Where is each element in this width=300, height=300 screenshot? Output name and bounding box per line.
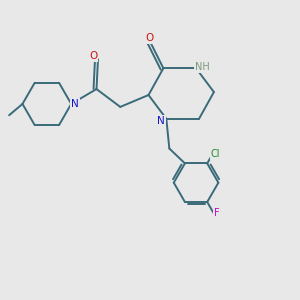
Text: N: N bbox=[71, 99, 79, 109]
Text: F: F bbox=[214, 208, 220, 218]
Text: NH: NH bbox=[195, 62, 210, 72]
Text: O: O bbox=[89, 51, 98, 61]
Text: N: N bbox=[157, 116, 165, 126]
Text: O: O bbox=[146, 33, 154, 43]
Text: Cl: Cl bbox=[211, 149, 220, 159]
